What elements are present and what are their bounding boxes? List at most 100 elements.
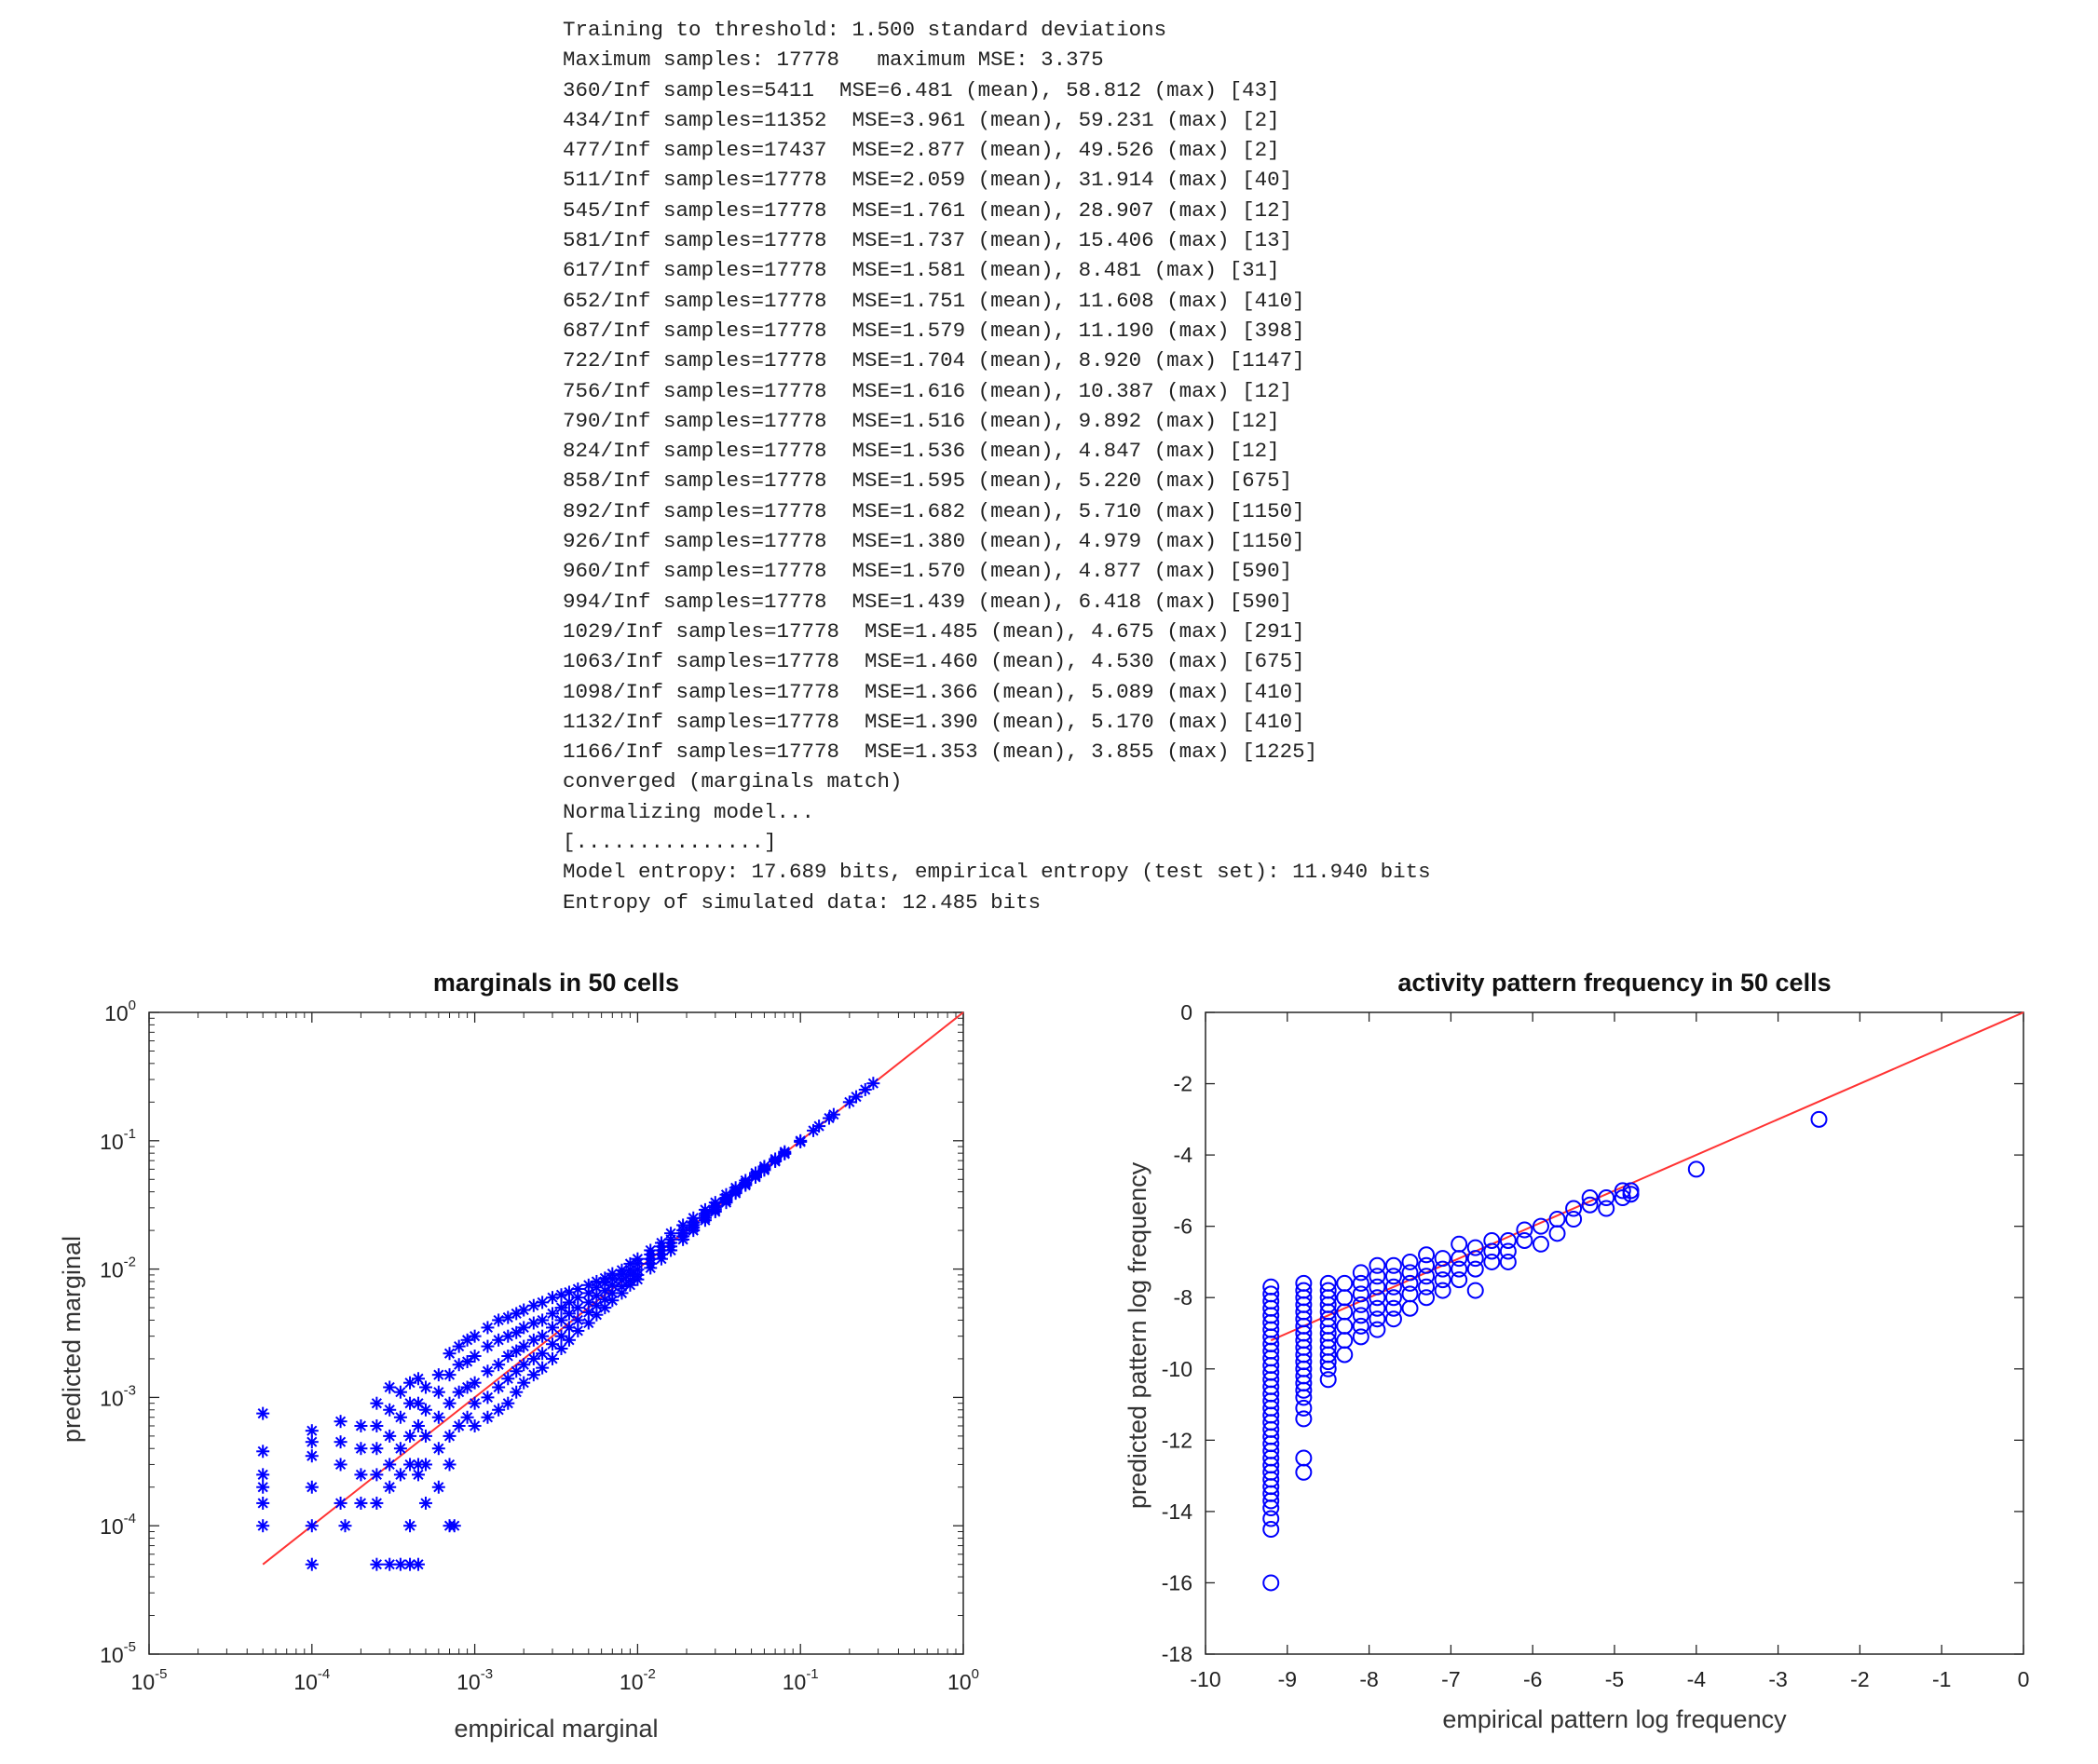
x-tick-label: -8 [1359, 1667, 1378, 1691]
data-point [1516, 1231, 1533, 1249]
data-point [383, 1480, 397, 1494]
console-line: converged (marginals match) [563, 769, 903, 794]
data-point [631, 1272, 645, 1286]
data-point [719, 1196, 733, 1210]
data-point [1499, 1242, 1517, 1260]
data-point [1418, 1278, 1436, 1296]
data-point [546, 1351, 560, 1365]
console-line: 926/Inf samples=17778 MSE=1.380 (mean), … [563, 529, 1305, 554]
data-point [526, 1351, 540, 1365]
x-tick-label: -5 [1605, 1667, 1624, 1691]
y-axis-label: predicted marginal [58, 1236, 86, 1443]
data-point [546, 1321, 560, 1335]
fit-line [1270, 1011, 2024, 1342]
data-point [536, 1296, 550, 1309]
data-point [393, 1410, 407, 1424]
data-point [305, 1424, 319, 1438]
data-point [664, 1243, 678, 1257]
data-point [481, 1364, 495, 1378]
data-point [812, 1119, 826, 1133]
data-point [1369, 1278, 1386, 1296]
data-point [481, 1410, 495, 1424]
data-point [403, 1429, 417, 1443]
data-point [510, 1385, 524, 1399]
data-point [501, 1396, 515, 1410]
x-tick-label: 100 [947, 1666, 979, 1694]
data-point [590, 1281, 604, 1295]
data-point [492, 1358, 506, 1372]
data-point [443, 1368, 456, 1382]
data-point [698, 1214, 712, 1228]
console-line: 545/Inf samples=17778 MSE=1.761 (mean), … [563, 197, 1293, 223]
data-point [481, 1339, 495, 1353]
data-point [1295, 1463, 1313, 1481]
data-point [1352, 1307, 1369, 1324]
data-point [383, 1557, 397, 1571]
console-line: 1063/Inf samples=17778 MSE=1.460 (mean),… [563, 649, 1305, 674]
data-point [1352, 1328, 1369, 1346]
data-point [305, 1519, 319, 1533]
y-axis-label: predicted pattern log frequency [1124, 1161, 1151, 1509]
data-point [1352, 1296, 1369, 1313]
data-point [1499, 1253, 1517, 1270]
data-point [769, 1155, 783, 1169]
data-point [1434, 1271, 1451, 1289]
data-point [1418, 1256, 1436, 1274]
data-point [1352, 1317, 1369, 1335]
data-point [305, 1557, 319, 1571]
data-point [447, 1519, 461, 1533]
y-tick-label: -2 [1174, 1072, 1192, 1096]
x-axis-label: empirical pattern log frequency [1442, 1705, 1787, 1733]
console-line: Entropy of simulated data: 12.485 bits [563, 889, 1042, 915]
data-point [1418, 1246, 1436, 1264]
data-point [431, 1368, 445, 1382]
data-point [1369, 1256, 1386, 1274]
data-point [536, 1347, 550, 1361]
y-tick-label: 0 [1180, 1000, 1192, 1024]
data-point [510, 1325, 524, 1339]
reference-line [1270, 1011, 2024, 1342]
axis-ticks: -10 -9 -8 -7 -6 -5 -4 -3 -2 -1 0-18-16-14-12-10-8-… [1162, 1000, 2030, 1691]
x-tick-label: -1 [1932, 1667, 1951, 1691]
data-point [562, 1307, 576, 1321]
data-point [1532, 1217, 1549, 1235]
x-tick-label: -7 [1441, 1667, 1460, 1691]
data-point [256, 1406, 270, 1420]
data-point [571, 1301, 585, 1315]
data-point [1295, 1410, 1313, 1428]
data-point [794, 1135, 808, 1149]
x-tick-label: 10-4 [293, 1666, 330, 1694]
data-point [305, 1480, 319, 1494]
data-point [411, 1557, 425, 1571]
data-point [403, 1458, 417, 1472]
data-point [1565, 1211, 1583, 1228]
data-point [393, 1468, 407, 1482]
data-point [354, 1442, 368, 1456]
data-point [554, 1342, 568, 1356]
data-point [1262, 1574, 1280, 1592]
data-point [778, 1147, 792, 1160]
data-point [1499, 1231, 1517, 1249]
data-point [757, 1163, 771, 1177]
data-point [383, 1380, 397, 1394]
data-point [411, 1396, 425, 1410]
data-point [468, 1396, 482, 1410]
data-point [418, 1458, 432, 1472]
data-point [403, 1396, 417, 1410]
data-point [546, 1291, 560, 1305]
data-points [1262, 1110, 1828, 1592]
data-point [536, 1329, 550, 1343]
data-point [411, 1372, 425, 1386]
data-point [354, 1418, 368, 1432]
data-point [1451, 1260, 1468, 1278]
data-point [334, 1458, 347, 1472]
console-line: Model entropy: 17.689 bits, empirical en… [563, 860, 1431, 885]
data-point [1466, 1260, 1484, 1278]
data-point [1516, 1221, 1533, 1239]
data-point [492, 1380, 506, 1394]
data-point [1262, 1499, 1280, 1517]
y-tick-label: -6 [1174, 1214, 1192, 1239]
data-point [749, 1170, 763, 1184]
data-point [452, 1339, 466, 1353]
data-point [370, 1557, 384, 1571]
